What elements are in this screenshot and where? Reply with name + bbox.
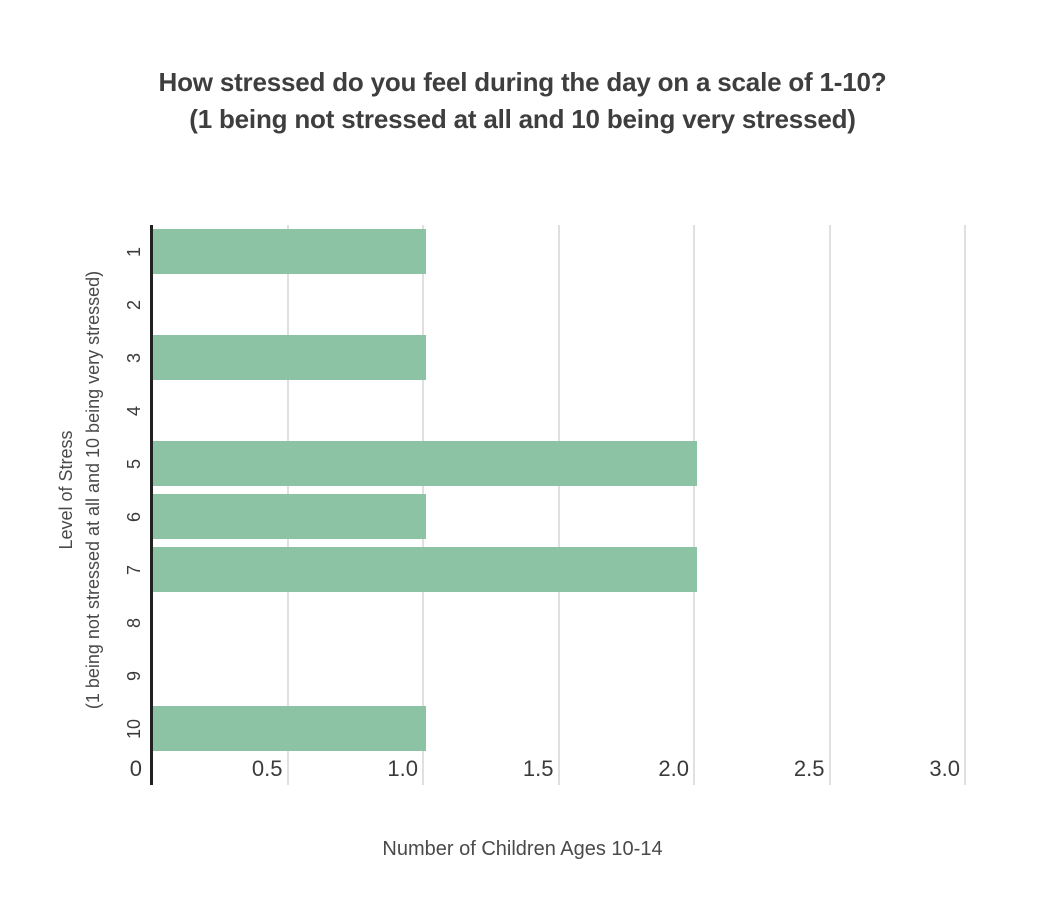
y-tick-label-5: 5: [124, 458, 144, 469]
bar-level-5: [153, 441, 697, 486]
x-tick-label-2.0: 2.0: [658, 756, 689, 781]
y-tick-label-3: 3: [124, 352, 144, 363]
x-axis-title: Number of Children Ages 10-14: [382, 838, 663, 860]
y-axis-title-line-1: Level of Stress: [56, 430, 76, 550]
gridline-2.5: [828, 225, 831, 785]
bar-level-10: [153, 706, 426, 751]
y-tick-label-8: 8: [124, 617, 144, 628]
y-tick-label-1: 1: [124, 246, 144, 257]
x-tick-label-1.5: 1.5: [522, 756, 554, 781]
x-tick-label-2.5: 2.5: [793, 756, 825, 781]
gridline-2: [693, 225, 695, 785]
x-tick-label-0: 0: [129, 756, 142, 781]
gridline-3: [964, 225, 966, 785]
y-tick-label-4: 4: [124, 405, 144, 416]
y-tick-label-7: 7: [124, 564, 144, 575]
gridline-1.5: [557, 225, 560, 785]
y-axis-title: Level of Stress (1 being not stressed at…: [53, 210, 107, 770]
x-tick-label-1.0: 1.0: [387, 756, 418, 781]
x-tick-label-3.0: 3.0: [929, 756, 960, 781]
bar-level-3: [153, 335, 426, 380]
chart-title-line-1: How stressed do you feel during the day …: [158, 67, 887, 97]
y-tick-label-6: 6: [124, 511, 144, 522]
y-tick-label-10: 10: [124, 718, 144, 739]
chart-title: How stressed do you feel during the day …: [0, 64, 1045, 138]
chart-title-line-2: (1 being not stressed at all and 10 bein…: [189, 104, 856, 134]
bar-level-7: [153, 547, 697, 592]
bar-level-6: [153, 494, 426, 539]
y-axis-line: [150, 225, 153, 785]
y-axis-title-line-2: (1 being not stressed at all and 10 bein…: [83, 270, 103, 710]
bar-level-1: [153, 229, 426, 274]
y-tick-label-2: 2: [124, 299, 144, 310]
y-tick-label-9: 9: [124, 670, 144, 681]
x-tick-label-0.5: 0.5: [251, 756, 283, 781]
